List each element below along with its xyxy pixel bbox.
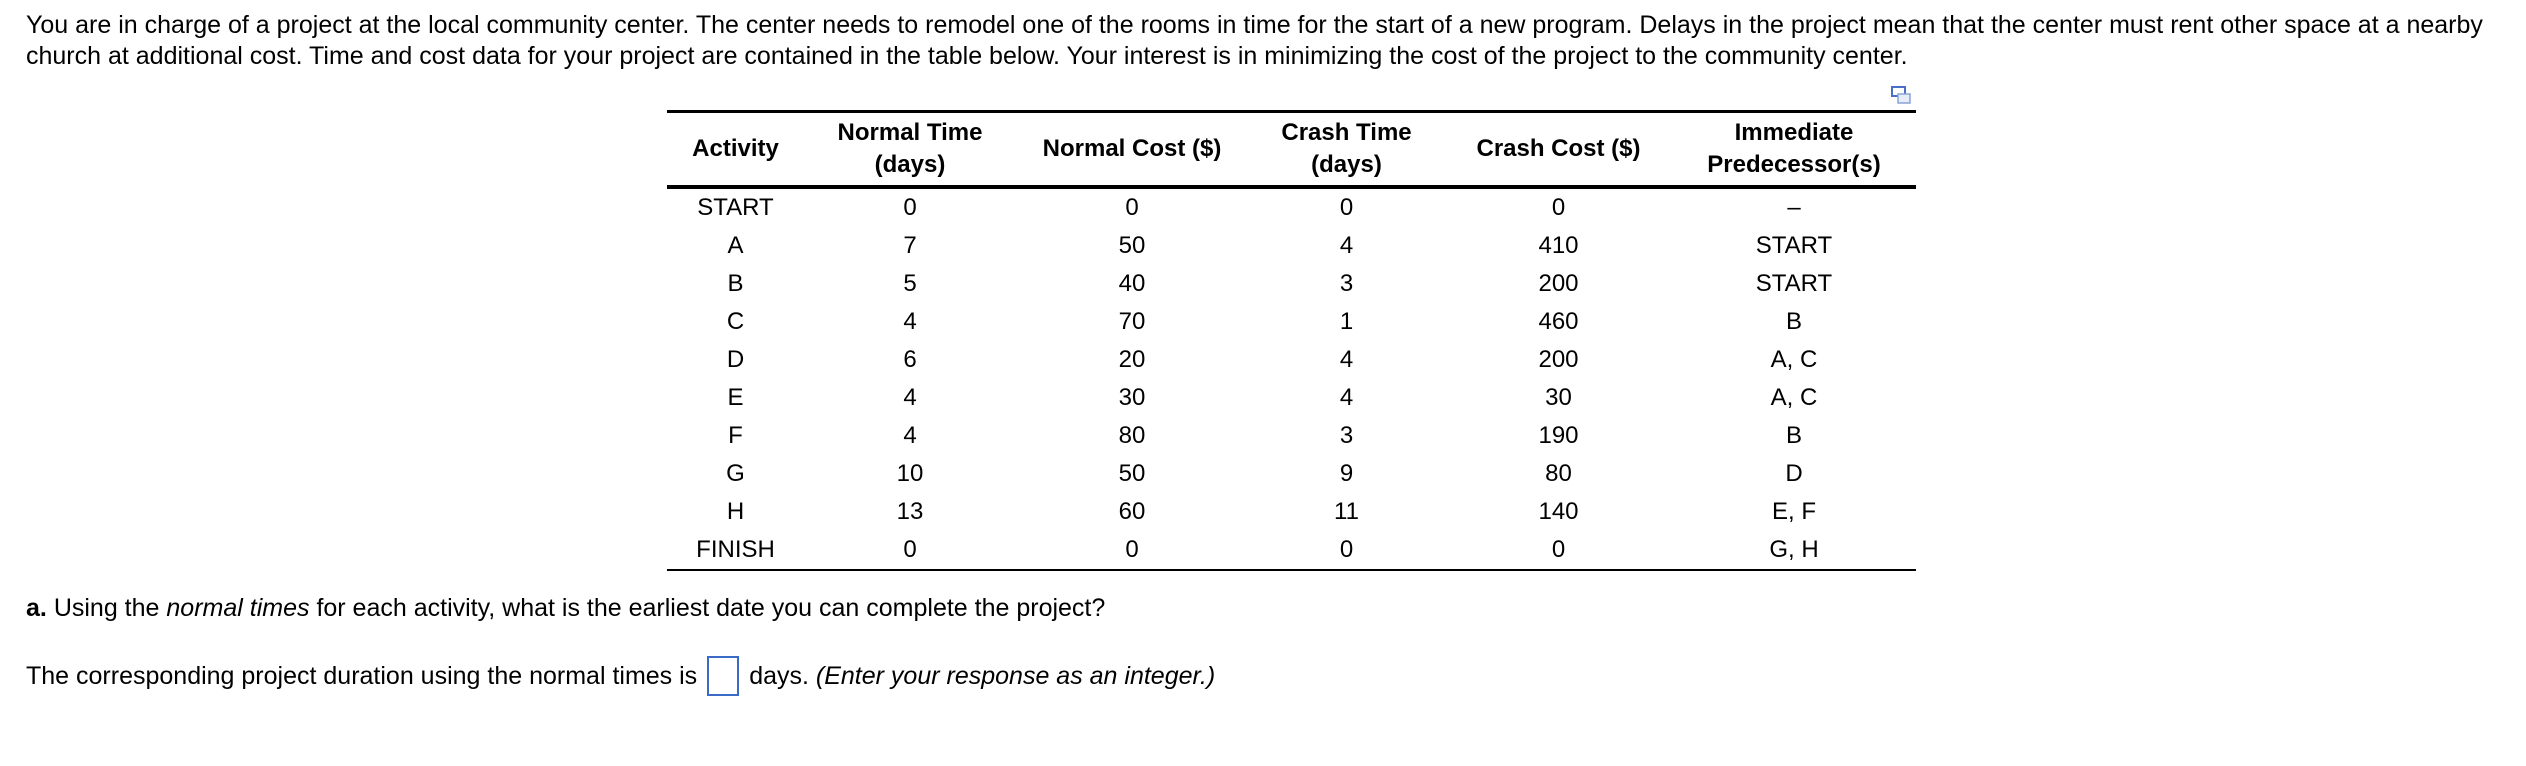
cell-normal-time: 4 [903, 308, 917, 335]
cell-predecessors: A, C [1770, 384, 1818, 411]
cell-crash-time: 0 [1339, 536, 1354, 563]
cell-predecessors: A, C [1770, 346, 1818, 373]
cell-activity: E [727, 384, 744, 411]
cell-normal-time: 4 [903, 384, 917, 411]
cell-normal-cost: 70 [1118, 308, 1146, 335]
question-label: a. [26, 594, 47, 622]
cell-normal-cost: 0 [1125, 194, 1139, 221]
cell-crash-cost: 0 [1551, 536, 1566, 563]
table-row: D 6 20 4 200 A, C [667, 341, 1916, 379]
cell-crash-time: 1 [1339, 308, 1354, 335]
cell-normal-cost: 60 [1118, 498, 1146, 525]
cell-crash-time: 3 [1339, 270, 1354, 297]
cell-activity: START [697, 194, 774, 221]
question-a: a. Using the normal times for each activ… [26, 594, 1105, 623]
cell-activity: D [726, 346, 745, 373]
table-row: FINISH 0 0 0 0 G, H [667, 531, 1916, 570]
cell-activity: C [726, 308, 745, 335]
cell-predecessors: D [1785, 460, 1803, 487]
cell-crash-cost: 30 [1545, 384, 1572, 411]
answer-prompt: The corresponding project duration using… [26, 661, 698, 690]
header-activity: Activity [667, 111, 804, 189]
cell-normal-cost: 80 [1118, 422, 1146, 449]
question-emphasis: normal times [166, 594, 310, 622]
cell-crash-cost: 410 [1538, 232, 1579, 259]
table-row: A 7 50 4 410 START [667, 227, 1916, 265]
cell-normal-cost: 30 [1118, 384, 1146, 411]
cell-predecessors: START [1755, 270, 1833, 297]
question-text-post: for each activity, what is the earliest … [316, 594, 1106, 622]
cell-crash-time: 0 [1339, 194, 1354, 221]
cell-crash-cost: 200 [1538, 346, 1579, 373]
cell-predecessors: G, H [1769, 536, 1819, 563]
cell-normal-time: 6 [903, 346, 917, 373]
cell-predecessors: START [1755, 232, 1833, 259]
cell-activity: A [727, 232, 744, 259]
cell-crash-cost: 460 [1538, 308, 1579, 335]
cell-normal-time: 13 [896, 498, 924, 525]
header-normal-time: Normal Time (days) [804, 111, 1016, 189]
header-predecessors: Immediate Predecessor(s) [1672, 111, 1916, 189]
cell-normal-cost: 50 [1118, 232, 1146, 259]
table-row: G 10 50 9 80 D [667, 455, 1916, 493]
cell-crash-cost: 200 [1538, 270, 1579, 297]
cell-normal-cost: 0 [1125, 536, 1139, 563]
cell-normal-cost: 40 [1118, 270, 1146, 297]
cell-crash-cost: 190 [1538, 422, 1579, 449]
cell-crash-time: 4 [1339, 346, 1354, 373]
table-row: B 5 40 3 200 START [667, 265, 1916, 303]
cell-crash-time: 4 [1339, 384, 1354, 411]
answer-line: The corresponding project duration using… [26, 656, 1215, 696]
question-text-pre: Using the [53, 594, 160, 622]
cell-crash-cost: 80 [1545, 460, 1572, 487]
cell-normal-time: 0 [903, 536, 917, 563]
cell-predecessors: E, F [1771, 498, 1816, 525]
cell-normal-time: 10 [896, 460, 924, 487]
table-row: F 4 80 3 190 B [667, 417, 1916, 455]
cell-activity: FINISH [696, 536, 775, 563]
cell-normal-time: 5 [903, 270, 917, 297]
duration-input[interactable] [707, 656, 740, 696]
cell-predecessors: B [1785, 308, 1802, 335]
table-row: C 4 70 1 460 B [667, 303, 1916, 341]
answer-unit: days. [749, 661, 809, 690]
table-row: H 13 60 11 140 E, F [667, 493, 1916, 531]
cell-normal-cost: 50 [1118, 460, 1146, 487]
activity-table: Activity Normal Time (days) Normal Cost … [667, 110, 1916, 571]
cell-normal-time: 7 [903, 232, 917, 259]
cell-crash-time: 4 [1339, 232, 1354, 259]
cell-predecessors: – [1787, 194, 1801, 221]
cell-predecessors: B [1785, 422, 1802, 449]
cell-normal-cost: 20 [1118, 346, 1146, 373]
cell-crash-cost: 140 [1538, 498, 1579, 525]
answer-hint: (Enter your response as an integer.) [815, 661, 1216, 690]
copy-table-icon[interactable] [1891, 86, 1911, 104]
cell-normal-time: 0 [903, 194, 917, 221]
problem-intro: You are in charge of a project at the lo… [26, 11, 2483, 70]
cell-crash-time: 3 [1339, 422, 1354, 449]
cell-activity: F [728, 422, 743, 449]
cell-activity: H [726, 498, 745, 525]
cell-activity: G [726, 460, 745, 487]
table-row: START 0 0 0 0 – [667, 187, 1916, 227]
cell-crash-time: 9 [1339, 460, 1354, 487]
header-crash-cost: Crash Cost ($) [1445, 111, 1672, 189]
cell-crash-time: 11 [1334, 498, 1359, 525]
cell-activity: B [727, 270, 744, 297]
cell-normal-time: 4 [903, 422, 917, 449]
cell-crash-cost: 0 [1551, 194, 1566, 221]
header-normal-cost: Normal Cost ($) [1016, 111, 1248, 189]
table-header-row: Activity Normal Time (days) Normal Cost … [667, 111, 1916, 189]
header-crash-time: Crash Time (days) [1248, 111, 1445, 189]
table-row: E 4 30 4 30 A, C [667, 379, 1916, 417]
